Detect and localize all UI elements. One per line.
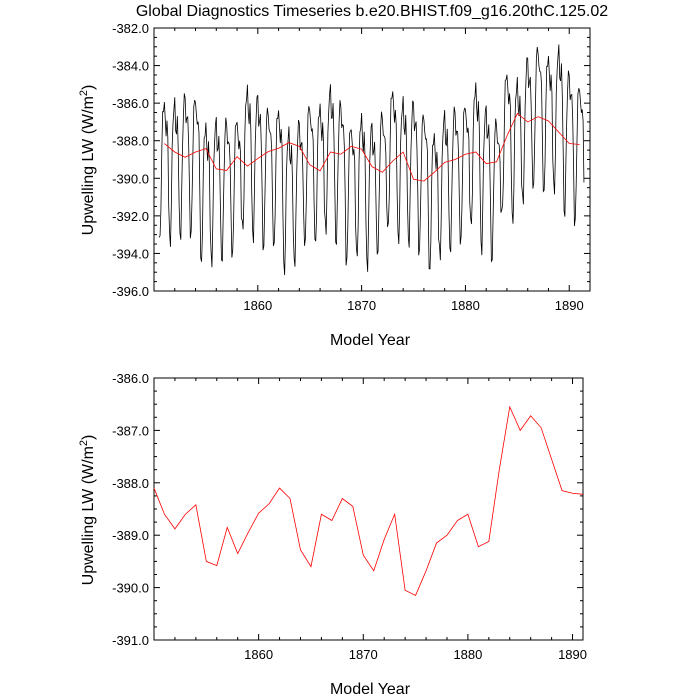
top-axis-ticks xyxy=(154,27,591,292)
top-x-tick-labels: 1860 1870 1880 1890 xyxy=(243,298,583,313)
bottom-panel: -391.0 -390.0 -389.0 -388.0 -387.0 -386.0 186… xyxy=(78,371,587,698)
bottom-y-tick-labels: -391.0 -390.0 -389.0 -388.0 -387.0 -386.0 xyxy=(112,371,149,648)
y-tick-label: -382.0 xyxy=(112,21,149,36)
x-tick-label: 1890 xyxy=(555,298,584,313)
x-tick-label: 1860 xyxy=(243,298,272,313)
top-y-tick-labels: -396.0 -394.0 -392.0 -390.0 -388.0 -386.0 -384… xyxy=(112,21,149,299)
x-tick-label: 1880 xyxy=(453,647,482,662)
chart-title: Global Diagnostics Timeseries b.e20.BHIS… xyxy=(136,3,608,20)
y-tick-label: -388.0 xyxy=(112,476,149,491)
y-tick-label: -387.0 xyxy=(112,423,149,438)
top-series-group xyxy=(158,44,585,276)
x-tick-label: 1870 xyxy=(347,298,376,313)
y-tick-label: -391.0 xyxy=(112,633,149,648)
x-tick-label: 1890 xyxy=(558,647,587,662)
x-tick-label: 1870 xyxy=(349,647,378,662)
bottom-x-tick-labels: 1860 1870 1880 1890 xyxy=(244,647,587,662)
annual-mean-line xyxy=(164,112,580,182)
top-panel: -396.0 -394.0 -392.0 -390.0 -388.0 -386.0 -384… xyxy=(78,21,591,349)
bottom-series-group xyxy=(153,405,584,597)
top-y-axis-label: Upwelling LW (W/m2) xyxy=(78,85,97,236)
y-tick-label: -396.0 xyxy=(112,284,149,299)
bottom-plot-frame xyxy=(153,377,584,641)
y-tick-label: -390.0 xyxy=(112,581,149,596)
y-tick-label: -388.0 xyxy=(112,134,149,149)
monthly-series-line xyxy=(158,44,585,276)
bottom-x-axis-label: Model Year xyxy=(330,681,411,698)
y-tick-label: -384.0 xyxy=(112,59,149,74)
y-tick-label: -392.0 xyxy=(112,209,149,224)
y-tick-label: -386.0 xyxy=(112,371,149,386)
annual-mean-line xyxy=(153,405,584,597)
x-tick-label: 1880 xyxy=(451,298,480,313)
y-tick-label: -390.0 xyxy=(112,171,149,186)
y-tick-label: -386.0 xyxy=(112,96,149,111)
top-x-axis-label: Model Year xyxy=(330,332,411,349)
y-tick-label: -394.0 xyxy=(112,246,149,261)
bottom-axis-ticks xyxy=(154,377,583,641)
y-tick-label: -389.0 xyxy=(112,528,149,543)
x-tick-label: 1860 xyxy=(244,647,273,662)
bottom-y-axis-label: Upwelling LW (W/m2) xyxy=(78,435,97,586)
